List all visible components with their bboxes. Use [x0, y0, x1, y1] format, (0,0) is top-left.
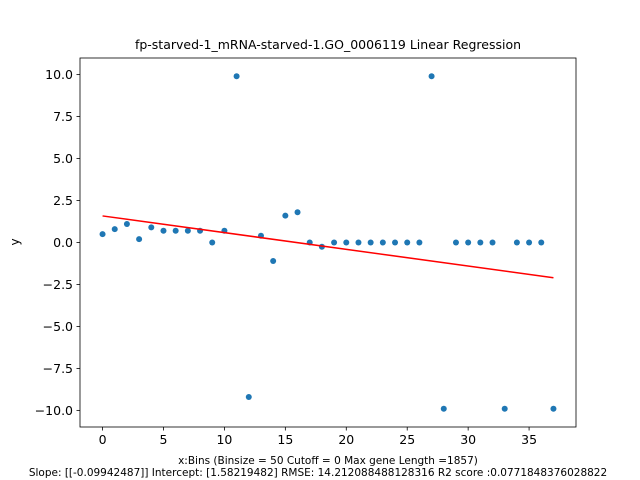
data-point [343, 239, 350, 246]
data-point [172, 227, 179, 234]
data-point [428, 73, 435, 80]
y-tick-label: −5.0 [43, 319, 73, 334]
data-point [550, 405, 557, 412]
y-tick-label: 5.0 [53, 151, 73, 166]
y-tick-label: −7.5 [43, 361, 73, 376]
data-point [367, 239, 374, 246]
y-axis-ticks: −10.0 −7.5 −5.0 −2.5 0.0 2.5 5.0 7.5 10.0 [35, 67, 80, 418]
data-point [440, 405, 447, 412]
x-tick-label: 25 [399, 432, 415, 447]
data-point [136, 236, 143, 243]
x-tick-label: 0 [99, 432, 107, 447]
data-point [331, 239, 338, 246]
x-tick-label: 10 [216, 432, 232, 447]
data-points [99, 73, 557, 412]
data-point [489, 239, 496, 246]
x-tick-label: 20 [338, 432, 354, 447]
y-tick-label: 10.0 [45, 67, 73, 82]
data-point [184, 227, 191, 234]
plot-area [79, 57, 577, 428]
x-tick-label: 15 [277, 432, 293, 447]
chart-title: fp-starved-1_mRNA-starved-1.GO_0006119 L… [135, 37, 521, 52]
data-point [538, 239, 545, 246]
y-tick-label: −10.0 [35, 403, 73, 418]
y-tick-label: 0.0 [53, 235, 73, 250]
x-tick-label: 5 [160, 432, 168, 447]
data-point [282, 212, 289, 219]
y-tick-label: 7.5 [53, 109, 73, 124]
data-point [465, 239, 472, 246]
data-point [501, 405, 508, 412]
data-point [452, 239, 459, 246]
x-axis-ticks: 0 5 10 15 20 25 30 35 [99, 427, 537, 447]
plot-frame [79, 57, 577, 428]
data-point [209, 239, 216, 246]
regression-line-group [102, 215, 554, 279]
data-point [513, 239, 520, 246]
x-tick-label: 35 [521, 432, 537, 447]
y-tick-label: −2.5 [43, 277, 73, 292]
data-point [477, 239, 484, 246]
data-point [245, 393, 252, 400]
data-point [294, 209, 301, 216]
data-point [233, 73, 240, 80]
regression-line [102, 215, 554, 279]
data-point [148, 224, 155, 231]
y-tick-label: 2.5 [53, 193, 73, 208]
data-point [355, 239, 362, 246]
data-point [160, 227, 167, 234]
data-point [123, 221, 130, 228]
y-axis-label: y [8, 238, 22, 245]
data-point [379, 239, 386, 246]
regression-stats-label: Slope: [[-0.09942487]] Intercept: [1.582… [29, 467, 607, 479]
data-point [392, 239, 399, 246]
data-point [404, 239, 411, 246]
data-point [416, 239, 423, 246]
x-tick-label: 30 [460, 432, 476, 447]
x-axis-label: x:Bins (Binsize = 50 Cutoff = 0 Max gene… [178, 455, 478, 467]
data-point [111, 226, 118, 233]
data-point [99, 231, 106, 238]
data-point [526, 239, 533, 246]
data-point [270, 257, 277, 264]
